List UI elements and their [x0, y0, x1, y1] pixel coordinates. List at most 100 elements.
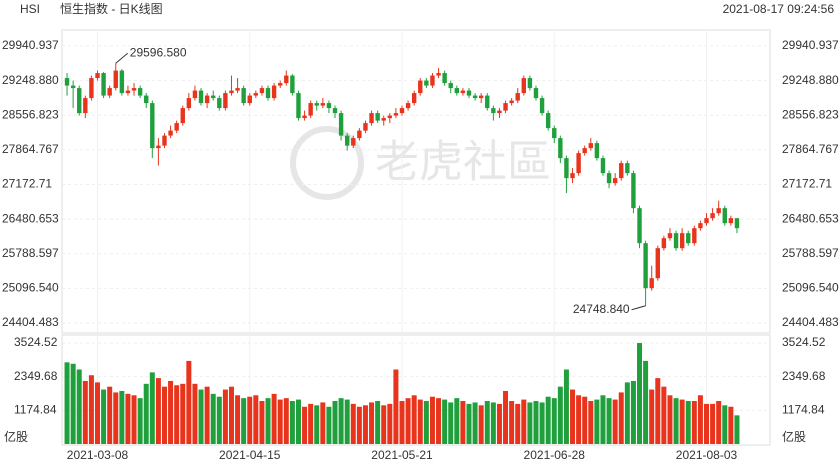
volume-bar — [429, 396, 435, 444]
y-tick-label-right: 27864.767 — [782, 142, 839, 156]
volume-bar — [332, 401, 338, 444]
volume-bar — [697, 395, 703, 444]
candle-body — [612, 178, 618, 184]
volume-bar — [673, 398, 679, 444]
candle-body — [424, 80, 429, 86]
volume-bar — [490, 402, 496, 444]
volume-bar — [448, 402, 454, 444]
candle-body — [485, 95, 490, 109]
x-tick-label: 2021-05-21 — [371, 448, 433, 462]
candle-body — [89, 78, 94, 99]
volume-bar — [302, 406, 308, 444]
volume-bar — [539, 402, 545, 444]
candle-body — [271, 85, 277, 99]
candle-body — [521, 78, 527, 94]
candle-body — [606, 173, 612, 184]
volume-bar — [204, 386, 210, 444]
candle-body — [338, 113, 344, 136]
volume-bar — [88, 375, 94, 444]
volume-bar — [308, 403, 314, 444]
candle-body — [174, 123, 179, 131]
candle-body — [387, 115, 393, 119]
volume-bar — [716, 401, 722, 444]
candle-body — [454, 88, 460, 94]
volume-bar — [247, 396, 253, 444]
y-tick-label-right: 28556.823 — [782, 107, 839, 121]
volume-bar — [405, 398, 411, 444]
volume-bar — [557, 386, 563, 444]
candle-body — [217, 98, 222, 109]
candle-body — [131, 88, 137, 91]
volume-bar — [551, 398, 557, 444]
candle-body — [381, 118, 386, 121]
volume-frame — [61, 334, 771, 446]
candle-body — [290, 75, 295, 94]
candle-body — [180, 108, 185, 124]
volume-bar — [685, 401, 691, 444]
annotation: 29596.580 — [130, 45, 187, 59]
candle-body — [247, 95, 252, 104]
candle-body — [259, 88, 265, 94]
volume-bar — [582, 396, 588, 444]
candle-body — [655, 248, 660, 279]
candle-body — [119, 70, 125, 94]
candle-body — [552, 128, 557, 139]
volume-bar — [387, 403, 393, 444]
volume-bar — [101, 389, 107, 444]
volume-bar — [161, 386, 167, 444]
candle-body — [405, 103, 411, 109]
candle-body — [284, 75, 289, 84]
candle-body — [168, 130, 173, 136]
y-tick-label-right: 27172.71 — [782, 177, 832, 191]
volume-bar — [466, 403, 472, 444]
volume-unit: 亿股 — [4, 429, 28, 444]
annotation-leader — [115, 52, 129, 64]
candle-body — [527, 78, 533, 89]
annotation: 24748.840 — [573, 302, 630, 316]
candle-body — [649, 278, 654, 289]
candle-body — [308, 103, 313, 116]
volume-bar — [314, 405, 320, 444]
annotation-leader — [631, 305, 646, 311]
candle-body — [229, 90, 234, 94]
volume-bar — [82, 380, 88, 444]
candle-body — [418, 80, 423, 94]
volume-bar — [436, 398, 442, 444]
candle-body — [503, 103, 508, 111]
candle-body — [588, 143, 593, 149]
candle-body — [679, 233, 685, 249]
candle-body — [192, 90, 198, 99]
volume-bar — [612, 399, 618, 444]
candle-body — [728, 218, 734, 224]
volume-bar — [222, 389, 228, 444]
volume-bar — [667, 395, 673, 444]
candle-body — [673, 233, 679, 249]
candle-body — [442, 73, 447, 84]
volume-bar — [113, 392, 119, 444]
candle-body — [698, 223, 703, 229]
volume-bar — [125, 393, 131, 444]
volume-bar — [344, 399, 350, 444]
y-tick-label-right: 29940.937 — [782, 38, 839, 52]
volume-bar — [186, 360, 192, 444]
candle-body — [95, 73, 100, 79]
candle-body — [734, 218, 740, 229]
y-tick-label: 25788.597 — [2, 246, 59, 260]
candle-body — [466, 90, 472, 96]
candle-body — [564, 158, 569, 179]
volume-bar — [630, 380, 636, 444]
candle-body — [253, 93, 259, 96]
volume-bar — [478, 405, 484, 444]
y-tick-label: 29940.937 — [2, 38, 59, 52]
candle-body — [320, 103, 326, 106]
volume-bar — [509, 401, 515, 444]
candle-body — [533, 88, 539, 99]
volume-bar — [356, 406, 362, 444]
x-tick-label: 2021-04-15 — [219, 448, 281, 462]
volume-bar — [576, 395, 582, 444]
volume-bar — [423, 401, 429, 444]
candle-body — [326, 103, 332, 109]
volume-bar — [198, 389, 204, 444]
volume-bar — [143, 383, 149, 444]
vol-tick-label: 1174.84 — [14, 403, 57, 417]
